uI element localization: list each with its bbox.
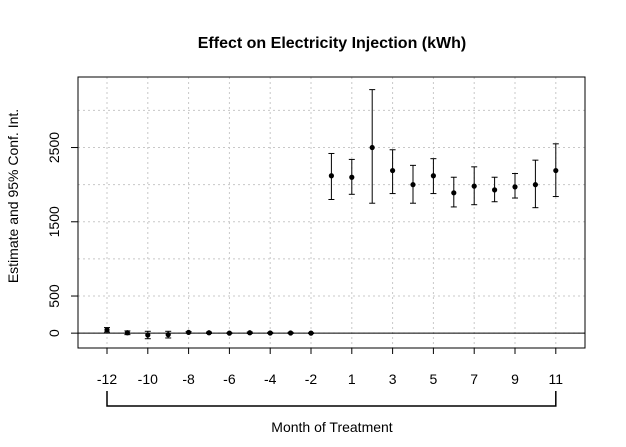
y-tick-label: 1500 <box>46 206 62 237</box>
point-estimate <box>390 167 396 174</box>
point-estimate <box>553 167 559 174</box>
point-estimate <box>492 187 498 193</box>
point-estimate <box>124 330 130 336</box>
chart-title: Effect on Electricity Injection (kWh) <box>198 35 466 52</box>
point-estimate <box>451 190 457 196</box>
point-estimate <box>288 330 294 336</box>
point-estimate <box>512 184 518 190</box>
x-tick-label: 5 <box>430 371 438 387</box>
x-tick-label: 3 <box>389 371 397 387</box>
grid-layer <box>78 77 585 348</box>
y-axis: 0 500 1500 2500 <box>46 132 78 337</box>
x-tick-label: 11 <box>549 371 564 387</box>
x-axis-label: Month of Treatment <box>271 419 393 435</box>
x-axis-bracket <box>106 391 557 407</box>
point-estimate <box>410 182 416 188</box>
point-estimate <box>430 173 436 179</box>
point-estimate <box>471 183 477 189</box>
x-tick-label: 9 <box>511 371 519 387</box>
x-tick-label: 1 <box>348 371 356 387</box>
x-tick-label: -2 <box>305 371 318 387</box>
x-tick-label: -10 <box>138 371 158 387</box>
x-axis: -12 -10 -8 -6 -4 -2 1 3 5 7 9 11 <box>97 348 563 387</box>
point-estimate <box>247 330 253 336</box>
x-tick-label: -12 <box>97 371 117 387</box>
point-estimate <box>226 330 232 336</box>
y-tick-label: 2500 <box>46 132 62 163</box>
plot-frame <box>77 76 586 349</box>
x-tick-label: 7 <box>470 371 478 387</box>
y-axis-label: Estimate and 95% Conf. Int. <box>5 109 21 283</box>
point-estimate <box>349 174 355 180</box>
point-estimate <box>206 330 212 336</box>
point-estimate <box>532 182 539 188</box>
point-estimate <box>308 330 314 336</box>
marks-layer <box>104 89 559 340</box>
point-estimate <box>145 332 151 338</box>
point-estimate <box>104 327 110 333</box>
point-estimate <box>267 330 273 336</box>
y-tick-label: 500 <box>46 284 62 308</box>
x-tick-label: -6 <box>223 371 236 387</box>
point-estimate <box>165 332 171 338</box>
y-tick-label: 0 <box>46 329 62 337</box>
x-tick-label: -8 <box>182 371 195 387</box>
x-tick-label: -4 <box>264 371 277 387</box>
point-estimate <box>328 173 334 179</box>
point-estimate <box>369 144 375 151</box>
point-estimate <box>186 329 192 336</box>
